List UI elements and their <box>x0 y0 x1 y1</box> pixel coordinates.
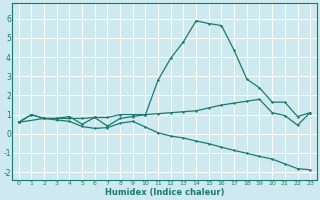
X-axis label: Humidex (Indice chaleur): Humidex (Indice chaleur) <box>105 188 224 197</box>
